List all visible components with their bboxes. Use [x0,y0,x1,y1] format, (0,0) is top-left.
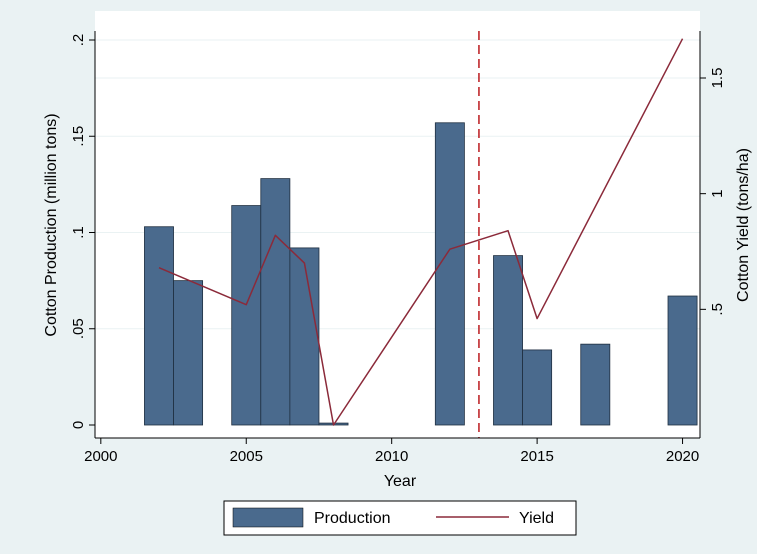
y-tick-label-4: .2 [70,34,87,47]
x-tick-label-2000: 2000 [84,448,117,465]
x-tick-label-2020: 2020 [666,448,699,465]
bar-production-2014 [493,255,523,426]
y-tick-label-0: 0 [70,421,87,429]
legend-label-yield: Yield [519,510,554,527]
bar-production-2015 [522,349,553,426]
y-tick-label-3: .15 [70,126,87,147]
x-tick-label-2010: 2010 [375,448,408,465]
y-tick-label-2: .1 [70,226,87,239]
bar-production-2017 [580,343,611,426]
bars-production [144,122,698,426]
y2-axis-title: Cotton Yield (tons/ha) [735,148,752,302]
axes: 2000 2005 2010 2015 2020 0 .05 .1 .15 .2 .5 1 1.5 [70,31,726,465]
bar-production-2003 [173,280,204,426]
legend-swatch-production [232,507,304,528]
bar-production-2020 [667,295,698,426]
yield-series-line [158,38,684,426]
y-axis-title: Cotton Production (million tons) [43,113,60,336]
line-yield [158,38,684,426]
bar-production-2007 [289,247,320,426]
legend: Production Yield [223,500,577,536]
y-tick-label-1: .05 [70,318,87,339]
x-tick-label-2015: 2015 [520,448,553,465]
bar-production-2006 [260,178,291,426]
y2-tick-label-1: 1 [709,189,726,197]
legend-label-production: Production [314,510,391,527]
x-tick-label-2005: 2005 [230,448,263,465]
bar-production-2005 [231,205,262,426]
x-axis-title: Year [384,473,417,490]
y2-tick-label-0: .5 [709,303,726,316]
bar-production-2012 [434,122,465,426]
bar-production-2002 [144,226,174,426]
y2-tick-label-2: 1.5 [709,68,726,89]
